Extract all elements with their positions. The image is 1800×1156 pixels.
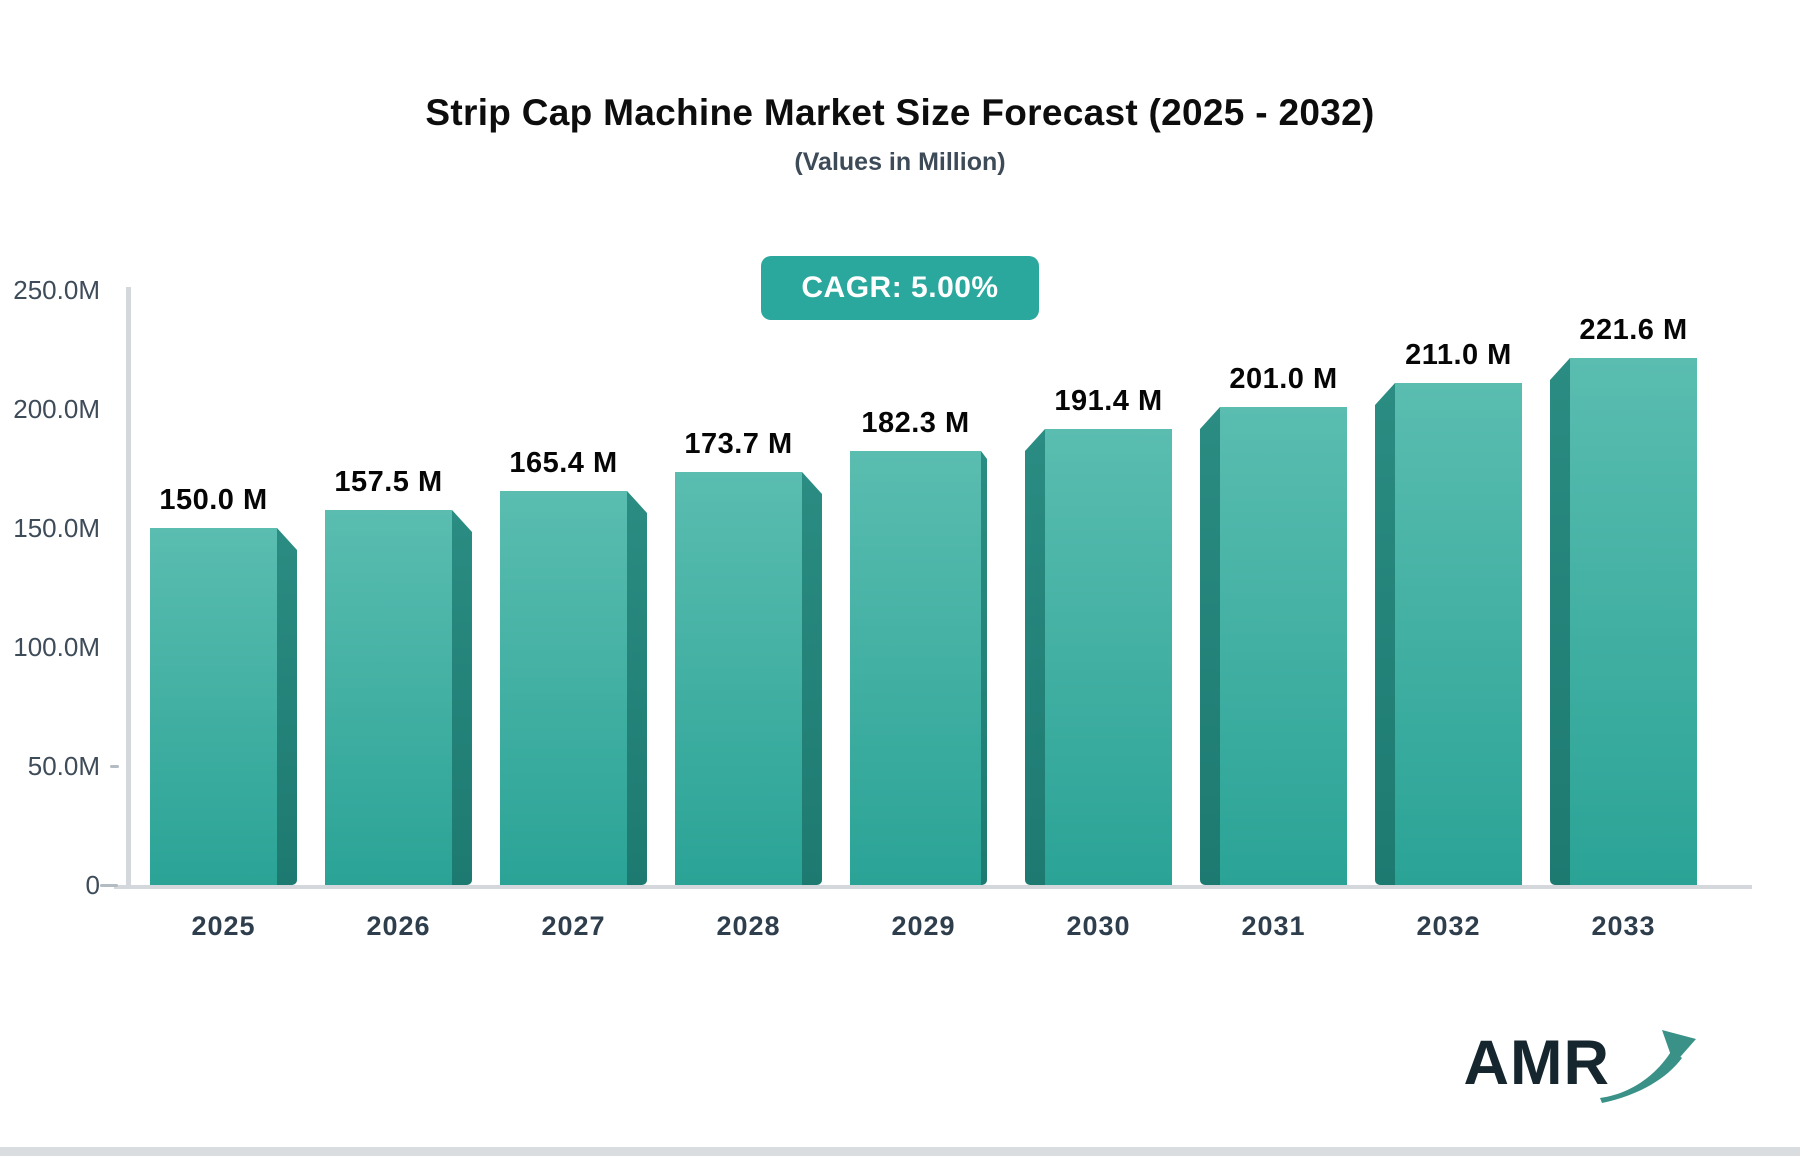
bar-value-label: 211.0 M	[1405, 339, 1512, 371]
x-axis	[114, 885, 1752, 889]
y-tick-label: 50.0M	[27, 751, 100, 781]
bar-face	[1395, 383, 1522, 885]
bar-side-panel	[802, 472, 822, 885]
x-axis-label: 2031	[1241, 911, 1306, 941]
bar-side-panel	[981, 451, 987, 885]
bar-side-panel	[452, 510, 472, 885]
y-axis	[126, 287, 131, 889]
bar-value-label: 173.7 M	[684, 428, 793, 460]
x-axis-label: 2027	[541, 911, 606, 941]
x-axis-label: 2029	[891, 911, 956, 941]
bar-face	[500, 491, 627, 885]
bar-side-panel	[1200, 407, 1220, 885]
bottom-strip	[0, 1147, 1800, 1156]
bar-group: 182.3 M	[850, 407, 997, 885]
bar-side-panel	[1025, 429, 1045, 885]
bar-face	[1220, 407, 1347, 885]
amr-logo-text: AMR	[1463, 1028, 1610, 1098]
trending-up-arrow-icon	[1600, 1030, 1696, 1103]
y-tick-label: 0	[85, 870, 100, 900]
x-axis-label: 2026	[366, 911, 431, 941]
bar-group: 221.6 M	[1550, 314, 1697, 885]
y-tick-label: 250.0M	[13, 275, 100, 305]
bar-side-panel	[627, 491, 647, 885]
y-tick-mark	[100, 884, 118, 887]
bar-value-label: 157.5 M	[334, 466, 443, 498]
bar-value-label: 191.4 M	[1054, 385, 1163, 417]
bar-group: 211.0 M	[1375, 339, 1522, 885]
bar-face	[325, 510, 452, 885]
bar-value-label: 150.0 M	[159, 484, 268, 516]
bar-side-panel	[1550, 358, 1570, 885]
y-tick-label: 100.0M	[13, 632, 100, 662]
bar-value-label: 165.4 M	[509, 447, 618, 479]
bar-face	[1045, 429, 1172, 885]
bar-side-panel	[1375, 383, 1395, 885]
x-axis-label: 2028	[716, 911, 781, 941]
bar-group: 173.7 M	[675, 428, 822, 885]
bar-face	[850, 451, 981, 885]
y-tick-label: 200.0M	[13, 394, 100, 424]
chart-subtitle: (Values in Million)	[794, 148, 1006, 176]
bar-value-label: 182.3 M	[861, 407, 970, 439]
chart-title: Strip Cap Machine Market Size Forecast (…	[425, 92, 1375, 133]
bar-group: 191.4 M	[1025, 385, 1172, 885]
bar-face	[1570, 358, 1697, 885]
bar-group: 201.0 M	[1200, 363, 1347, 885]
bar-group: 165.4 M	[500, 447, 647, 885]
amr-logo: AMR	[1464, 1022, 1702, 1104]
cagr-badge: CAGR: 5.00%	[761, 256, 1039, 320]
y-tick-mark	[110, 765, 119, 768]
x-axis-label: 2032	[1416, 911, 1481, 941]
bar-face	[150, 528, 277, 885]
bar-face	[675, 472, 802, 885]
bar-value-label: 201.0 M	[1229, 363, 1338, 395]
bar-group: 157.5 M	[325, 466, 472, 885]
x-axis-label: 2033	[1591, 911, 1656, 941]
x-axis-label: 2025	[191, 911, 256, 941]
y-tick-label: 150.0M	[13, 513, 100, 543]
bar-value-label: 221.6 M	[1579, 314, 1688, 346]
bar-group: 150.0 M	[150, 484, 297, 885]
x-axis-label: 2030	[1066, 911, 1131, 941]
bar-side-panel	[277, 528, 297, 885]
